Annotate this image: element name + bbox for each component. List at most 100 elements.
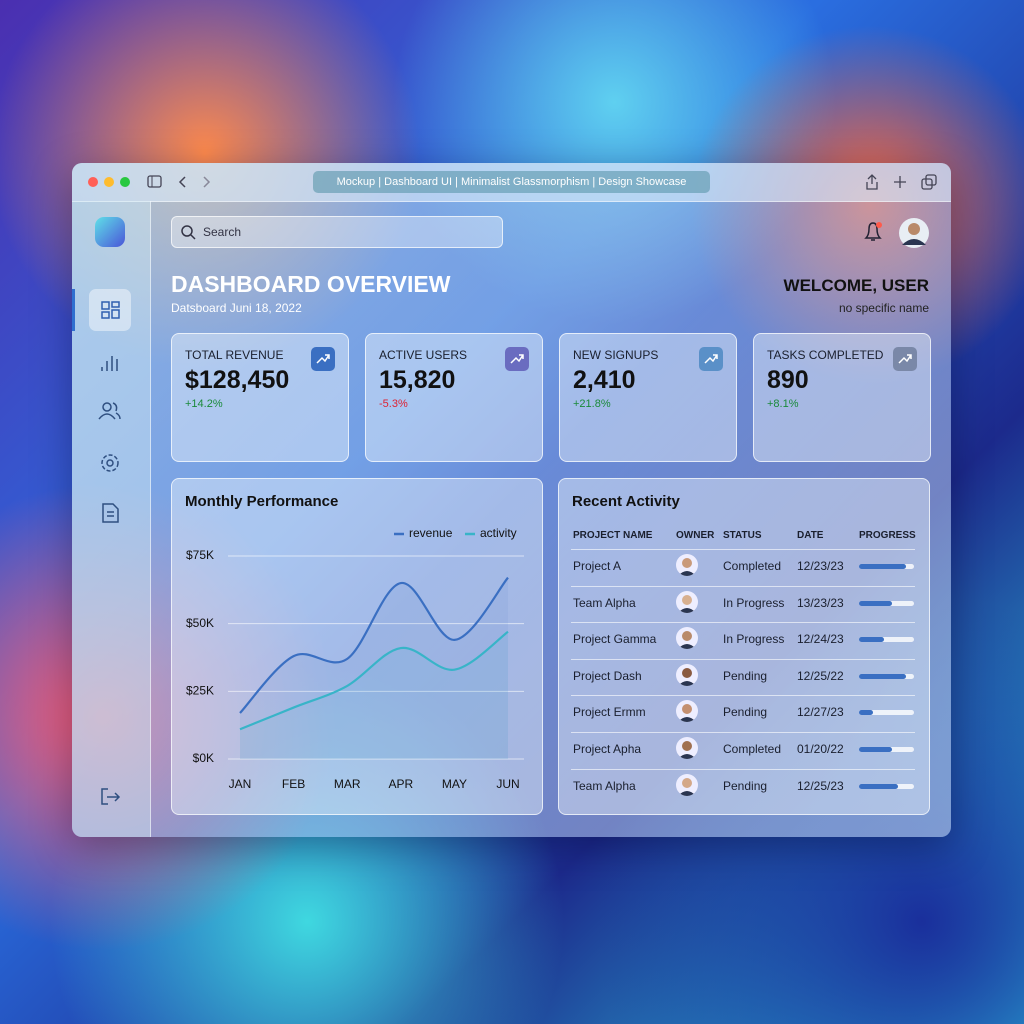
minimize-button[interactable] bbox=[104, 177, 114, 187]
progress-track bbox=[859, 747, 914, 752]
stat-value: 890 bbox=[767, 366, 809, 394]
date: 12/27/23 bbox=[797, 705, 844, 720]
chart-title: Monthly Performance bbox=[185, 493, 338, 510]
project-name: Project Ermm bbox=[573, 705, 646, 720]
sidebar-icons bbox=[72, 217, 131, 805]
performance-card: Monthly Performance $0K $25K $50K $75K JAN FE… bbox=[171, 478, 543, 815]
date: 13/23/23 bbox=[797, 595, 844, 610]
stat-change: -5.3% bbox=[379, 398, 408, 410]
progress-track bbox=[859, 673, 914, 679]
date: 01/20/22 bbox=[797, 742, 844, 756]
owner-avatar bbox=[676, 627, 698, 650]
stat-label: TASKS COMPLETED bbox=[767, 348, 884, 362]
owner-avatar bbox=[676, 590, 698, 613]
welcome-subtitle: no specific name bbox=[838, 301, 929, 315]
status: Completed bbox=[723, 742, 782, 756]
stat-card: TASKS COMPLETED 890 +8.1% bbox=[753, 333, 931, 462]
y-tick-label: $50K bbox=[186, 616, 214, 630]
date: 12/25/22 bbox=[797, 668, 844, 683]
nav-settings[interactable] bbox=[106, 459, 114, 467]
x-tick-label: JUN bbox=[496, 777, 519, 791]
y-tick-label: $25K bbox=[186, 684, 214, 698]
series-area bbox=[240, 631, 508, 759]
series-line bbox=[239, 576, 509, 714]
date: 12/23/23 bbox=[797, 559, 844, 573]
x-tick-label: APR bbox=[388, 777, 413, 791]
search-box[interactable]: Search bbox=[171, 216, 503, 248]
row-divider bbox=[571, 585, 915, 587]
stat-change: +21.8% bbox=[573, 398, 611, 410]
status: Pending bbox=[723, 668, 768, 683]
browser-window: Mockup | Dashboard UI | Minimalist Glass… bbox=[72, 163, 951, 837]
close-button[interactable] bbox=[88, 177, 98, 187]
progress-bar bbox=[859, 783, 898, 789]
legend-label: activity bbox=[480, 526, 517, 540]
row-divider bbox=[571, 732, 915, 733]
stat-value: 2,410 bbox=[573, 366, 636, 394]
stat-icon bbox=[893, 347, 917, 371]
status: In Progress bbox=[723, 632, 785, 647]
progress-track bbox=[859, 600, 914, 606]
activity-card: Recent Activity PROJECT NAME OWNER STATUS D… bbox=[558, 478, 930, 815]
logo bbox=[95, 217, 125, 247]
search-placeholder: Search bbox=[203, 225, 242, 239]
stat-icon bbox=[699, 347, 723, 371]
search-icon bbox=[181, 225, 196, 240]
progress-track bbox=[859, 637, 914, 643]
nav-icons[interactable] bbox=[146, 173, 216, 191]
x-tick-label: JAN bbox=[229, 777, 252, 791]
stat-icon bbox=[505, 347, 529, 371]
owner-avatar bbox=[676, 700, 698, 723]
welcome-title: WELCOME, USER bbox=[783, 276, 929, 295]
project-name: Project Apha bbox=[573, 742, 642, 756]
activity-title: Recent Activity bbox=[572, 493, 680, 510]
progress-track bbox=[859, 564, 914, 569]
zoom-button[interactable] bbox=[120, 177, 130, 187]
nav-documents[interactable] bbox=[102, 503, 119, 523]
project-name: Project A bbox=[573, 559, 622, 573]
progress-bar bbox=[859, 673, 906, 679]
nav-users[interactable] bbox=[102, 402, 112, 412]
stat-value: 15,820 bbox=[379, 366, 456, 394]
user-controls[interactable] bbox=[860, 216, 930, 250]
project-name: Project Gamma bbox=[573, 632, 657, 647]
y-tick-label: $75K bbox=[186, 548, 214, 562]
title-bar: Mockup | Dashboard UI | Minimalist Glass… bbox=[72, 163, 951, 202]
toolbar-icons[interactable] bbox=[864, 173, 939, 191]
x-tick-label: MAY bbox=[442, 777, 467, 791]
progress-track bbox=[859, 783, 914, 789]
nav-analytics[interactable] bbox=[101, 356, 118, 371]
row-divider bbox=[571, 658, 915, 660]
series-line bbox=[239, 630, 509, 731]
sidebar bbox=[72, 201, 151, 837]
owner-avatar bbox=[676, 773, 698, 796]
y-tick-label: $0K bbox=[193, 751, 214, 765]
row-divider bbox=[571, 695, 915, 697]
page-subtitle: Datsboard Juni 18, 2022 bbox=[171, 301, 302, 315]
stat-card: ACTIVE USERS 15,820 -5.3% bbox=[365, 333, 543, 462]
x-tick-label: MAR bbox=[334, 777, 361, 791]
stat-change: +8.1% bbox=[767, 398, 799, 410]
stat-label: ACTIVE USERS bbox=[379, 348, 468, 362]
date: 12/25/23 bbox=[797, 778, 844, 793]
project-name: Project Dash bbox=[573, 668, 642, 683]
stat-card: NEW SIGNUPS 2,410 +21.8% bbox=[559, 333, 737, 462]
owner-avatar bbox=[676, 663, 698, 686]
column-header: STATUS bbox=[723, 530, 762, 541]
project-name: Team Alpha bbox=[573, 778, 636, 793]
column-header: DATE bbox=[797, 530, 824, 541]
x-tick-label: FEB bbox=[282, 777, 305, 791]
stat-card: TOTAL REVENUE $128,450 +14.2% bbox=[171, 333, 349, 462]
progress-bar bbox=[859, 564, 906, 569]
column-header: PROGRESS bbox=[859, 530, 916, 541]
address-bar[interactable]: Mockup | Dashboard UI | Minimalist Glass… bbox=[313, 171, 710, 193]
row-divider bbox=[571, 768, 915, 770]
progress-bar bbox=[859, 600, 892, 606]
logout[interactable] bbox=[101, 788, 121, 805]
stat-label: NEW SIGNUPS bbox=[573, 348, 659, 362]
stat-change: +14.2% bbox=[185, 398, 223, 410]
nav-dashboard[interactable] bbox=[89, 289, 131, 331]
progress-bar bbox=[859, 710, 873, 716]
row-divider bbox=[571, 549, 915, 550]
